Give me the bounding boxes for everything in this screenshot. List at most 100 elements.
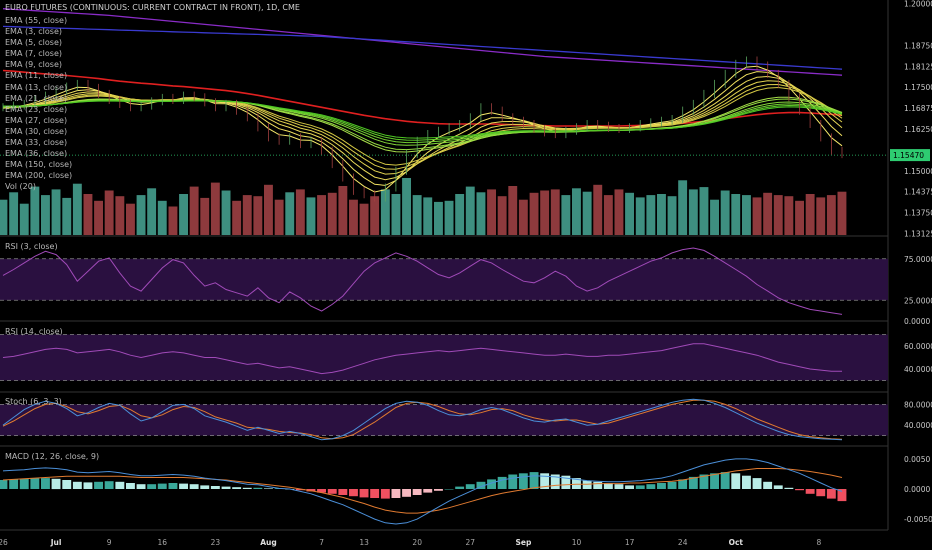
x-tick-label: 7	[319, 538, 324, 547]
volume-bar	[518, 199, 528, 235]
volume-bar	[200, 197, 210, 235]
macd-signal-line	[2, 468, 843, 514]
volume-bar	[805, 194, 815, 235]
legend-ema23[interactable]: EMA (23, close)	[5, 104, 68, 114]
legend-ema55[interactable]: EMA (55, close)	[5, 16, 68, 25]
legend-rsi3[interactable]: RSI (3, close)	[5, 242, 58, 251]
legend-rsi14[interactable]: RSI (14, close)	[5, 327, 63, 336]
rsi3-tick-label: 0.0000	[904, 317, 930, 326]
volume-bar	[274, 199, 284, 235]
macd-histogram-bar	[104, 481, 114, 489]
macd-histogram-bar	[614, 484, 624, 489]
volume-bar	[508, 186, 518, 235]
legend-ema33[interactable]: EMA (33, close)	[5, 138, 68, 148]
price-tick-label: 1.14375	[904, 188, 932, 197]
volume-bar	[657, 194, 666, 235]
volume-bar	[529, 192, 539, 235]
macd-histogram-bar	[359, 489, 369, 498]
macd-histogram-bar	[688, 476, 698, 489]
volume-bar	[678, 180, 688, 235]
volume-bar	[795, 200, 804, 235]
x-tick-label: 13	[359, 538, 369, 547]
macd-histogram-bar	[678, 479, 688, 489]
last-price-tag	[890, 149, 930, 162]
macd-histogram-bar	[710, 473, 719, 489]
volume-bar	[253, 196, 263, 235]
volume-bar	[423, 197, 433, 235]
chart-title: EURO FUTURES (CONTINUOUS: CURRENT CONTRA…	[5, 3, 300, 12]
macd-histogram-bar	[455, 486, 465, 489]
volume-bar	[168, 206, 178, 235]
macd-histogram-bar	[763, 481, 773, 489]
macd-histogram-bar	[370, 489, 380, 498]
rsi14-band	[0, 334, 888, 381]
macd-histogram-bar	[51, 478, 61, 490]
volume-bar	[317, 195, 326, 235]
macd-histogram-bar	[434, 489, 443, 491]
legend-ema30[interactable]: EMA (30, close)	[5, 126, 68, 136]
rsi14-tick-label: 60.0000	[904, 342, 932, 351]
macd-histogram-bar	[625, 485, 634, 489]
ema200-line	[2, 25, 843, 70]
legend-ema200[interactable]: EMA (200, close)	[5, 171, 73, 181]
legend-ema13[interactable]: EMA (13, close)	[5, 82, 68, 92]
volume-bar	[837, 191, 847, 235]
volume-bar	[306, 197, 316, 235]
volume-bar	[816, 197, 826, 235]
macd-histogram-bar	[253, 487, 263, 489]
macd-histogram-bar	[465, 484, 475, 489]
price-tick-label: 1.17500	[904, 83, 932, 92]
volume-bar	[752, 197, 762, 235]
price-tick-label: 1.16250	[904, 125, 932, 134]
macd-histogram-bar	[582, 480, 592, 489]
volume-bar	[126, 203, 135, 236]
volume-bar	[688, 189, 698, 235]
volume-bar	[773, 195, 783, 235]
legend-ema21[interactable]: EMA (21, close)	[5, 93, 68, 103]
volume-bar	[625, 192, 634, 235]
volume-bar	[147, 188, 157, 235]
volume-bar	[157, 200, 167, 235]
legend-ema11[interactable]: EMA (11, close)	[5, 71, 68, 81]
macd-histogram-bar	[9, 479, 19, 489]
macd-histogram-bar	[816, 489, 826, 497]
legend-stoch[interactable]: Stoch (6, 3, 3)	[5, 397, 62, 406]
legend-volume[interactable]: Vol (20)	[5, 182, 36, 192]
price-tick-label: 1.13750	[904, 209, 932, 218]
macd-histogram-bar	[837, 489, 847, 502]
volume-bar	[412, 195, 422, 235]
legend-ema7[interactable]: EMA (7, close)	[5, 49, 62, 59]
macd-histogram-bar	[529, 472, 539, 489]
macd-histogram-bar	[126, 483, 135, 489]
legend-macd[interactable]: MACD (12, 26, close, 9)	[5, 452, 100, 461]
macd-histogram-bar	[200, 485, 210, 489]
macd-histogram-bar	[306, 489, 316, 492]
legend-ema9[interactable]: EMA (9, close)	[5, 60, 62, 70]
legend-ema5[interactable]: EMA (5, close)	[5, 38, 62, 48]
macd-histogram-bar	[657, 483, 666, 489]
macd-histogram-bar	[338, 489, 348, 495]
x-tick-label: 27	[466, 538, 476, 547]
macd-histogram-bar	[72, 481, 82, 489]
legend-ema27[interactable]: EMA (27, close)	[5, 115, 68, 125]
macd-histogram-bar	[189, 484, 199, 489]
volume-bar	[179, 194, 188, 235]
legend-ema150[interactable]: EMA (150, close)	[5, 160, 73, 170]
price-tick-label: 1.13125	[904, 230, 932, 239]
last-price-label: 1.15470	[893, 151, 924, 160]
x-tick-label: 24	[678, 538, 688, 547]
legend-ema36[interactable]: EMA (36, close)	[5, 149, 68, 159]
price-tick-label: 1.16875	[904, 104, 932, 113]
volume-bar	[784, 196, 794, 235]
macd-histogram-bar	[826, 489, 836, 499]
macd-histogram-bar	[62, 480, 72, 489]
volume-bar	[30, 186, 40, 235]
macd-histogram-bar	[487, 479, 496, 489]
macd-histogram-bar	[242, 487, 252, 489]
volume-bar	[19, 203, 29, 236]
volume-bar	[9, 192, 19, 236]
legend-ema3[interactable]: EMA (3, close)	[5, 27, 62, 37]
price-tick-label: 1.20000	[904, 0, 932, 9]
volume-bar	[826, 195, 836, 235]
